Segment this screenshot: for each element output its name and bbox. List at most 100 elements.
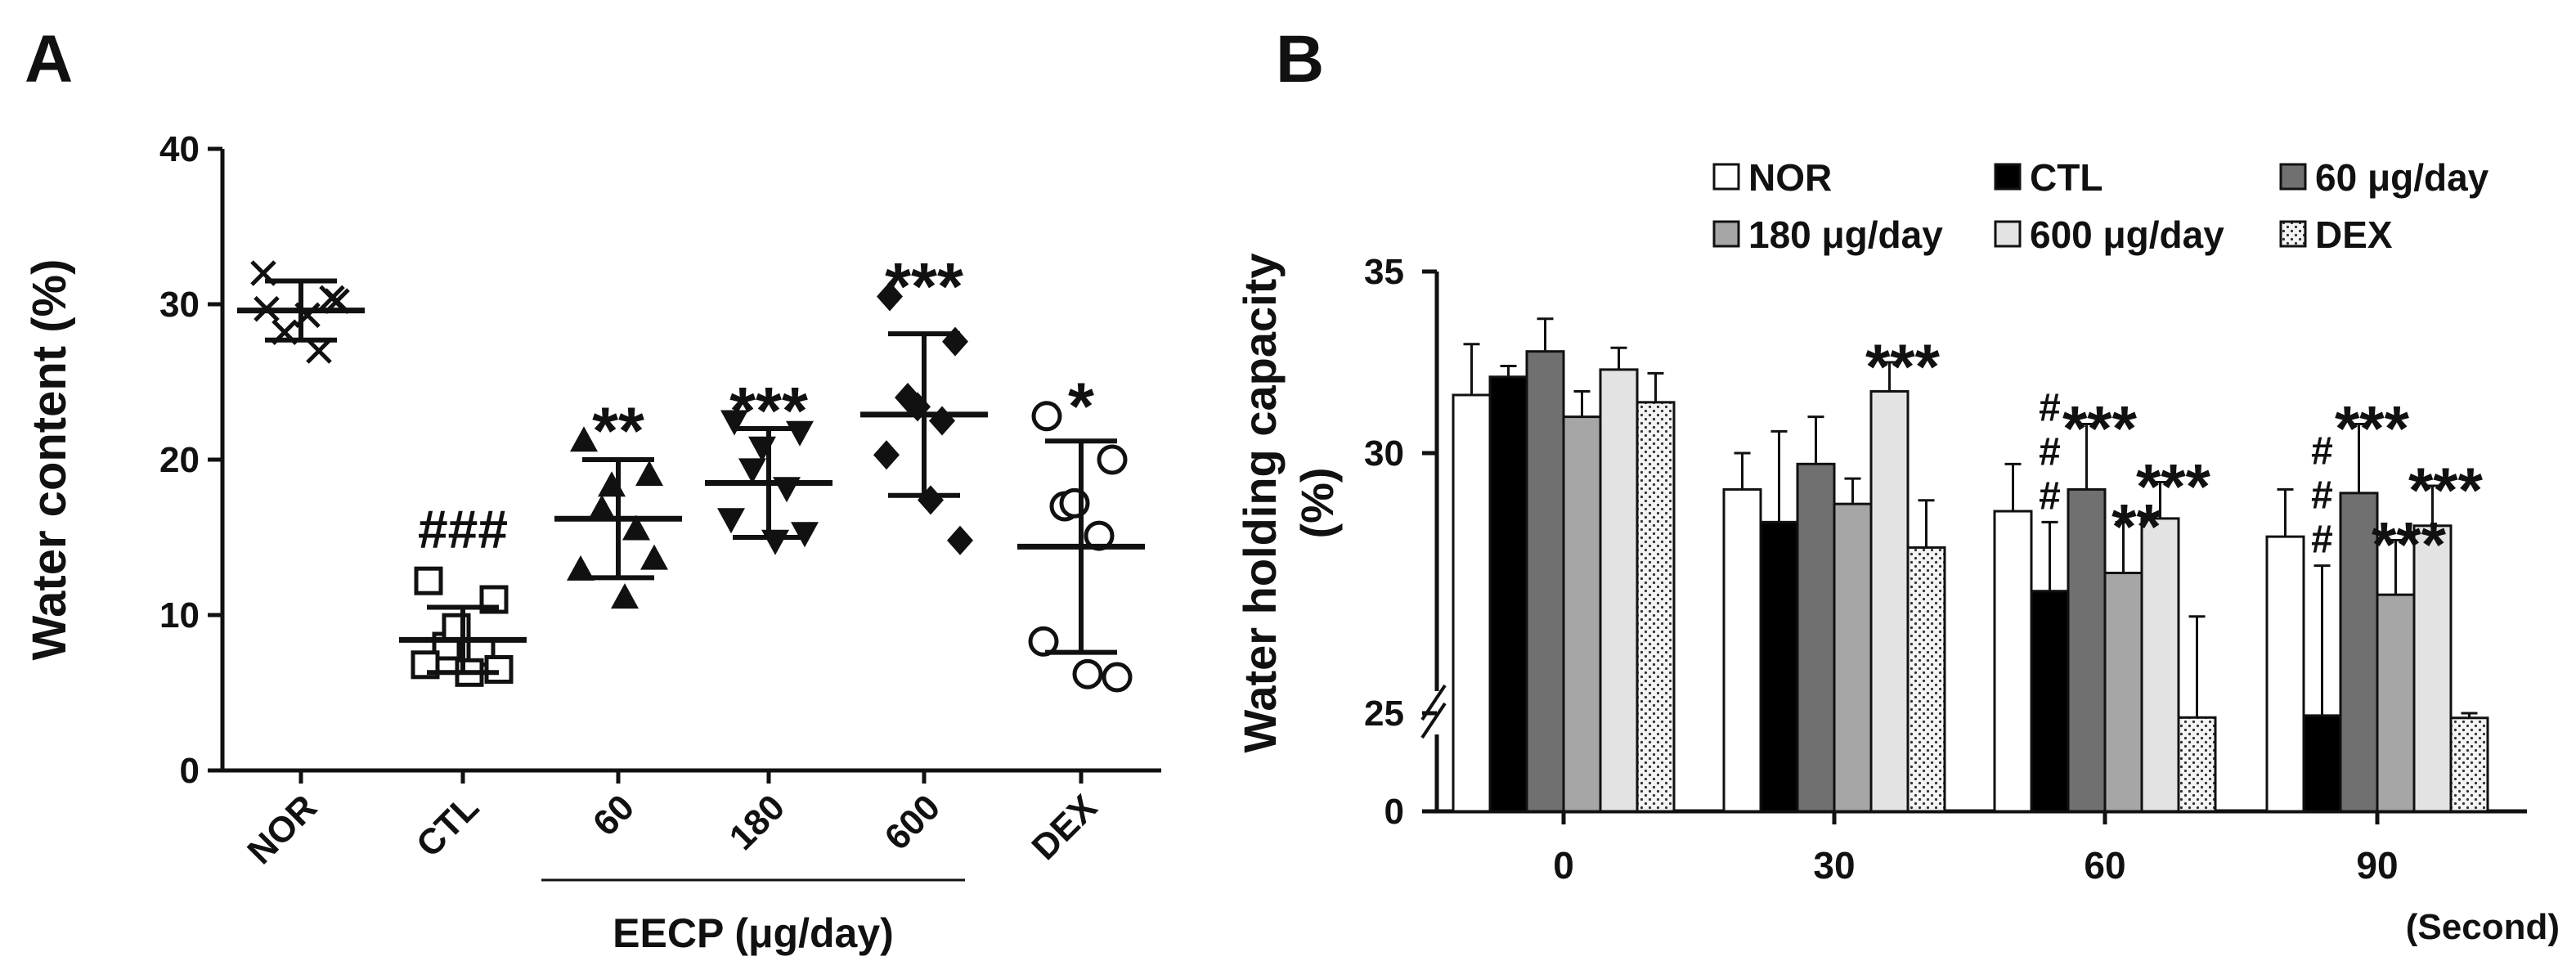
y-tick-label: 35 — [1364, 252, 1404, 292]
x-tick-label: 600 — [877, 787, 949, 858]
legend-label: DEX — [2315, 213, 2393, 256]
significance-label: ### — [418, 499, 508, 559]
data-point-square — [414, 566, 443, 595]
x-tick-label: 30 — [1813, 844, 1855, 887]
data-point-square — [484, 655, 514, 684]
significance-label: *** — [2062, 392, 2138, 464]
legend-label: 600 μg/day — [2030, 213, 2224, 256]
x-tick-label: 0 — [1553, 844, 1574, 887]
data-point-triangle-down — [791, 522, 819, 548]
y-axis-title: Water content (%) — [23, 259, 76, 661]
significance-label: *** — [2372, 509, 2447, 581]
bar — [1869, 390, 1910, 813]
y-tick-label: 0 — [180, 751, 200, 791]
significance-hash: # — [2039, 474, 2061, 518]
data-point-triangle-down — [761, 529, 789, 555]
legend-swatch — [1712, 163, 1740, 191]
x-tick-label: 90 — [2356, 844, 2398, 887]
bar — [1488, 375, 1528, 813]
data-point-triangle-down — [717, 508, 745, 534]
panel-a-scatter: 0 10 20 30 40 Water content (%) NOR CTL 60 180 600… — [23, 129, 1161, 956]
legend-swatch — [1994, 163, 2022, 191]
panel-label-b: B — [1276, 22, 1324, 97]
bar — [1906, 546, 1946, 813]
bar — [2302, 714, 2342, 813]
data-point-diamond — [918, 485, 944, 515]
data-point-x — [306, 338, 332, 364]
x-axis-unit-label: (Second) — [2406, 907, 2560, 947]
x-tick-label: NOR — [240, 787, 325, 872]
legend-swatch — [1712, 220, 1740, 248]
significance-label: *** — [2408, 454, 2484, 526]
significance-hash: # — [2039, 430, 2061, 474]
bar — [1722, 487, 1762, 813]
bar — [1796, 462, 1836, 813]
axis-break-mark — [1420, 702, 1447, 739]
significance-label: * — [1068, 370, 1094, 444]
significance-label: ** — [2112, 490, 2161, 562]
significance-label: *** — [2335, 392, 2410, 464]
legend-swatch — [1994, 220, 2022, 248]
x-tick-label: 180 — [722, 787, 793, 858]
significance-label: *** — [885, 250, 963, 325]
y-axis-title-line1: Water holding capacity — [1234, 254, 1286, 753]
significance-label: *** — [1865, 330, 1941, 402]
data-point-triangle-up — [588, 494, 616, 520]
bar — [2449, 716, 2489, 813]
data-point-diamond — [942, 326, 968, 357]
data-point-diamond — [877, 281, 903, 312]
bar — [2177, 716, 2217, 813]
significance-label: ** — [592, 394, 644, 469]
data-point-diamond — [873, 440, 900, 470]
data-point-triangle-down — [720, 410, 748, 436]
bar — [1993, 510, 2033, 813]
data-point-triangle-up — [611, 583, 639, 609]
bar — [1759, 520, 1799, 813]
bar — [1525, 350, 1565, 813]
bar — [2140, 517, 2180, 813]
y-tick-label: 30 — [1364, 433, 1404, 474]
data-point-circle — [1072, 658, 1103, 689]
legend-label: 180 μg/day — [1748, 213, 1943, 256]
y-axis-title-line2: (%) — [1291, 467, 1343, 538]
x-tick-label: 60 — [2084, 844, 2125, 887]
bar — [2339, 492, 2379, 813]
bar — [1452, 393, 1492, 813]
data-point-circle — [1059, 487, 1090, 519]
bar — [1599, 368, 1639, 813]
bar — [2376, 593, 2416, 813]
significance-label: *** — [729, 375, 808, 449]
y-tick-label: 20 — [159, 440, 200, 480]
legend-label: NOR — [1748, 156, 1832, 199]
bar — [1636, 401, 1676, 813]
data-point-triangle-down — [738, 458, 766, 484]
eecp-group-label: EECP (μg/day) — [613, 910, 894, 956]
bar — [1562, 415, 1602, 813]
data-point-triangle-up — [570, 426, 598, 452]
data-point-circle — [1028, 626, 1059, 657]
data-point-circle — [1102, 662, 1133, 693]
y-tick-label: 40 — [159, 129, 200, 169]
data-point-circle — [1097, 444, 1128, 475]
data-point-triangle-up — [640, 544, 668, 570]
bar — [1833, 502, 1873, 813]
x-tick-label: CTL — [409, 787, 487, 864]
bar — [2265, 535, 2305, 813]
significance-hash: # — [2311, 430, 2333, 474]
y-tick-label: 30 — [159, 285, 200, 325]
data-point-triangle-up — [567, 555, 595, 581]
data-point-circle — [1031, 401, 1062, 432]
x-tick-label: 60 — [586, 787, 642, 843]
data-point-triangle-up — [622, 514, 650, 541]
data-point-triangle-up — [598, 471, 626, 497]
significance-hash: # — [2039, 386, 2061, 429]
legend-label: CTL — [2030, 156, 2103, 199]
legend-swatch — [2279, 220, 2307, 248]
panel-b-bar-chart: 0 25 30 35 Water holding capacity (%) 0 30 60 90(… — [1234, 156, 2560, 947]
legend-swatch — [2279, 163, 2307, 191]
x-tick-label: DEX — [1024, 787, 1105, 868]
data-point-triangle-up — [635, 460, 663, 486]
legend-label: 60 μg/day — [2315, 156, 2489, 199]
bar — [2067, 487, 2107, 813]
